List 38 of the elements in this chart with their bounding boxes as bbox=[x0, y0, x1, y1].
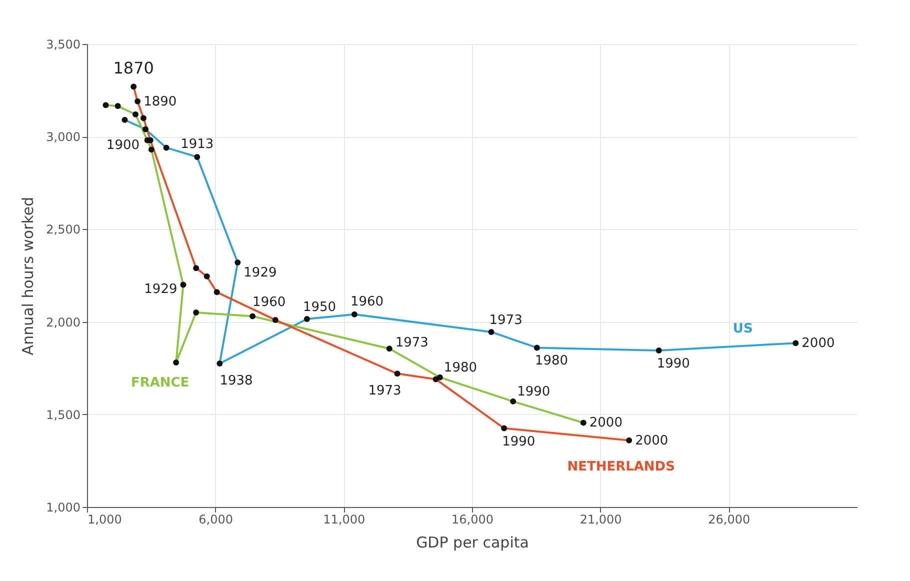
annotation: 1938 bbox=[220, 373, 253, 388]
annotation: 1900 bbox=[106, 138, 140, 154]
annotation: 1973 bbox=[489, 312, 522, 328]
x-tick-label: 16,000 bbox=[452, 512, 494, 526]
annotation: 2000 bbox=[589, 416, 622, 431]
y-axis-title: Annual hours worked bbox=[19, 196, 38, 356]
y-tick-label: 3,000 bbox=[46, 130, 80, 144]
series-label: NETHERLANDS bbox=[567, 459, 675, 474]
annotation: 1929 bbox=[244, 266, 277, 281]
annotation: 1960 bbox=[350, 294, 384, 310]
x-tick-label: 1,000 bbox=[88, 512, 122, 526]
annotation: 1973 bbox=[368, 384, 402, 399]
annotation: 1990 bbox=[656, 356, 690, 372]
x-tick-label: 11,000 bbox=[323, 512, 366, 526]
y-tick-label: 2,500 bbox=[46, 222, 80, 237]
x-tick-label: 26,000 bbox=[708, 512, 750, 526]
y-tick-label: 2,000 bbox=[46, 315, 80, 330]
y-tick-label: 1,500 bbox=[46, 408, 80, 422]
y-tick-label: 3,500 bbox=[46, 38, 80, 52]
annotation: 1980 bbox=[534, 354, 568, 369]
annotation: 1870 bbox=[113, 58, 154, 78]
annotation: 1929 bbox=[144, 282, 178, 297]
x-tick-label: 6,000 bbox=[198, 512, 234, 526]
annotation: 2000 bbox=[802, 336, 835, 352]
annotation: 1890 bbox=[144, 94, 177, 110]
annotation: 1990 bbox=[517, 384, 550, 400]
annotation: 1950 bbox=[302, 300, 336, 316]
series-label: FRANCE bbox=[130, 376, 190, 391]
x-tick-label: 21,000 bbox=[580, 512, 622, 526]
annotation: 1973 bbox=[395, 336, 428, 351]
annotation: 1990 bbox=[502, 434, 536, 450]
x-axis-title: GDP per capita bbox=[416, 534, 529, 552]
annotation: 1960 bbox=[252, 295, 286, 310]
annotation: 1980 bbox=[444, 360, 478, 376]
y-tick-label: 1,000 bbox=[46, 500, 80, 514]
annotation: 2000 bbox=[635, 433, 668, 448]
series-label: US bbox=[732, 322, 753, 337]
annotation: 1913 bbox=[180, 136, 214, 152]
